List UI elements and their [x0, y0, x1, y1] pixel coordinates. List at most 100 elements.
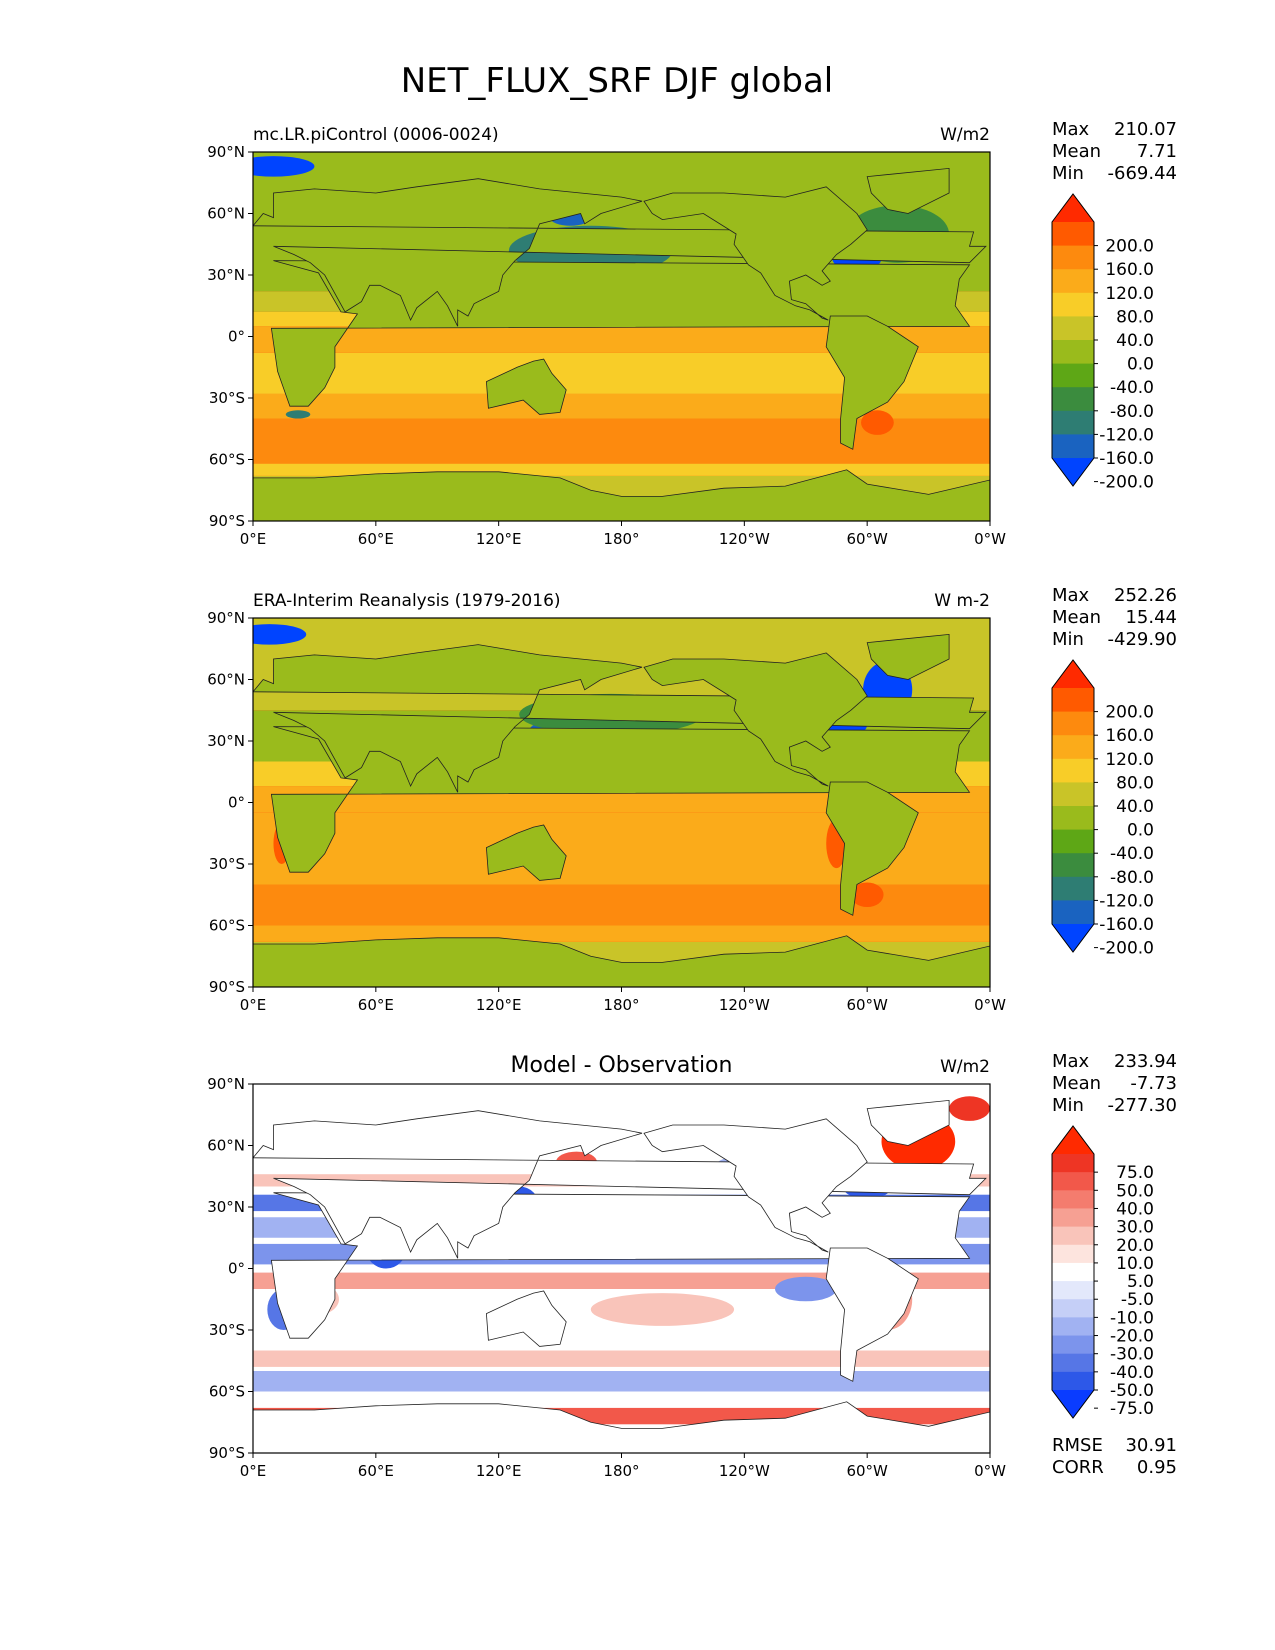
colorbar-label: 40.0	[1116, 1199, 1154, 1219]
colorbar-segment	[1052, 876, 1094, 901]
stat-value: 252.26	[1114, 585, 1177, 606]
stat-label: Mean	[1052, 141, 1101, 162]
coastline-australia	[485, 358, 567, 415]
colorbar-segment	[1052, 735, 1094, 760]
colorbar-segment	[1052, 1226, 1094, 1246]
colorbar-extend-min	[1052, 924, 1094, 952]
colorbar-segment	[1052, 245, 1094, 270]
field-blob	[253, 624, 307, 645]
colorbar-label: 120.0	[1105, 750, 1154, 770]
colorbar-label: -20.0	[1110, 1327, 1154, 1347]
colorbar-label: -40.0	[1110, 378, 1154, 398]
colorbar-segment	[1052, 387, 1094, 412]
stat-value: 7.71	[1137, 141, 1177, 162]
x-tick-label: 60°E	[358, 530, 394, 548]
x-tick-label: 0°W	[974, 996, 1006, 1014]
y-tick-label: 90°S	[209, 978, 245, 996]
colorbar-label: -200.0	[1099, 939, 1154, 959]
colorbar-extend-max	[1052, 1126, 1094, 1154]
colorbar-label: 40.0	[1116, 331, 1154, 351]
stat-value: 210.07	[1114, 119, 1177, 140]
colorbar-label: -40.0	[1110, 1363, 1154, 1383]
stat-label: Min	[1052, 1095, 1084, 1116]
field-band	[253, 463, 990, 476]
y-tick-label: 0°	[228, 328, 245, 346]
y-tick-label: 90°S	[209, 1444, 245, 1462]
x-tick-label: 0°E	[240, 1462, 267, 1480]
colorbar-segment	[1052, 292, 1094, 317]
coastline-eurasia	[253, 644, 987, 793]
y-tick-label: 30°N	[207, 1198, 245, 1216]
footer-stat-value: 0.95	[1137, 1457, 1177, 1478]
colorbar-label: 160.0	[1105, 726, 1154, 746]
y-tick-label: 60°S	[209, 451, 245, 469]
y-tick-label: 60°N	[207, 671, 245, 689]
colorbar-label: 30.0	[1116, 1218, 1154, 1238]
map-panel-2: ERA-Interim Reanalysis (1979-2016) W m-2 0…	[207, 585, 1177, 1014]
colorbar-segment	[1052, 900, 1094, 925]
colorbar-label: 120.0	[1105, 284, 1154, 304]
y-tick-label: 90°N	[207, 1075, 245, 1093]
field-blob	[285, 410, 311, 419]
stat-label: Max	[1052, 119, 1090, 140]
colorbar-label: -120.0	[1099, 891, 1154, 911]
colorbar-extend-min	[1052, 458, 1094, 486]
x-tick-label: 120°W	[719, 530, 770, 548]
colorbar-segment	[1052, 688, 1094, 713]
colorbar-extend-max	[1052, 660, 1094, 688]
y-tick-label: 30°N	[207, 266, 245, 284]
x-tick-label: 120°E	[476, 530, 522, 548]
stat-value: 233.94	[1114, 1051, 1177, 1072]
coastline-greenland	[866, 1099, 950, 1146]
map-field	[253, 618, 990, 987]
x-tick-label: 60°E	[358, 1462, 394, 1480]
stat-label: Max	[1052, 1051, 1090, 1072]
footer-stat-label: RMSE	[1052, 1435, 1103, 1456]
colorbar-segment	[1052, 806, 1094, 831]
colorbar: 200.0 160.0 120.0 80.0 40.0 0.0 -40.0 -80.0 -120…	[1051, 193, 1154, 493]
colorbar-label: 50.0	[1116, 1181, 1154, 1201]
figure-title: NET_FLUX_SRF DJF global	[401, 61, 834, 101]
stat-value: -7.73	[1130, 1073, 1177, 1094]
y-tick-label: 30°N	[207, 732, 245, 750]
colorbar-label: -30.0	[1110, 1345, 1154, 1365]
coastline-australia	[485, 1290, 567, 1347]
x-tick-label: 0°E	[240, 530, 267, 548]
coastline-antarctica	[253, 935, 990, 987]
stat-label: Mean	[1052, 1073, 1101, 1094]
colorbar-label: -160.0	[1099, 915, 1154, 935]
colorbar-label: 200.0	[1105, 703, 1154, 723]
y-tick-label: 0°	[228, 794, 245, 812]
y-tick-label: 30°S	[209, 855, 245, 873]
stat-label: Min	[1052, 163, 1084, 184]
colorbar-label: -200.0	[1099, 473, 1154, 493]
x-tick-label: 0°E	[240, 996, 267, 1014]
y-tick-label: 90°S	[209, 512, 245, 530]
colorbar-segment	[1052, 1154, 1094, 1173]
x-tick-label: 60°W	[846, 1462, 888, 1480]
colorbar-label: -120.0	[1099, 425, 1154, 445]
colorbar-label: -75.0	[1110, 1399, 1154, 1419]
coastline-antarctica	[253, 1401, 990, 1453]
field-blob	[949, 1096, 990, 1121]
y-tick-label: 90°N	[207, 609, 245, 627]
y-tick-label: 30°S	[209, 1321, 245, 1339]
field-blob	[253, 156, 315, 177]
colorbar-segment	[1052, 1208, 1094, 1228]
stat-value: -429.90	[1108, 629, 1177, 650]
colorbar-label: -80.0	[1110, 402, 1154, 422]
y-tick-label: 60°N	[207, 205, 245, 223]
x-tick-label: 120°W	[719, 996, 770, 1014]
colorbar-segment	[1052, 363, 1094, 388]
coastline-south-america	[825, 781, 919, 916]
field-blob	[590, 1293, 735, 1326]
colorbar-label: -160.0	[1099, 449, 1154, 469]
field-blob	[850, 882, 884, 908]
colorbar-segment	[1052, 1299, 1094, 1318]
footer-stat-label: CORR	[1052, 1457, 1104, 1478]
colorbar-segment	[1052, 853, 1094, 878]
stat-value: 15.44	[1125, 607, 1177, 628]
colorbar-label: -40.0	[1110, 844, 1154, 864]
footer-stat-value: 30.91	[1125, 1435, 1177, 1456]
coastline-greenland	[866, 167, 950, 214]
